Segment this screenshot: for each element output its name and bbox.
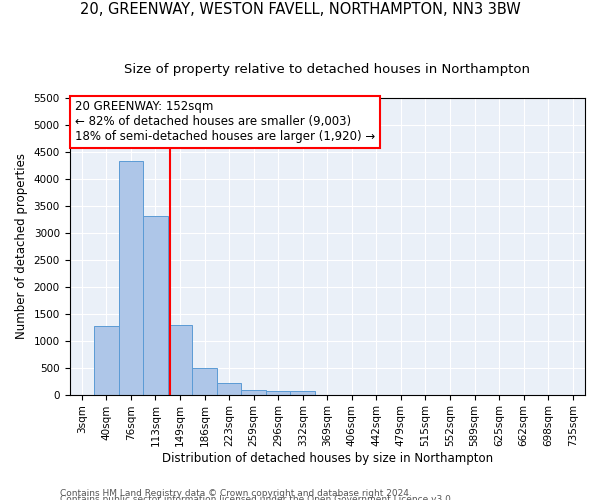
Bar — [119, 160, 143, 394]
Bar — [290, 392, 315, 394]
Title: Size of property relative to detached houses in Northampton: Size of property relative to detached ho… — [124, 62, 530, 76]
Y-axis label: Number of detached properties: Number of detached properties — [15, 153, 28, 339]
Bar — [217, 383, 241, 394]
Bar — [266, 391, 290, 394]
Bar — [143, 216, 168, 394]
Text: Contains HM Land Registry data © Crown copyright and database right 2024.: Contains HM Land Registry data © Crown c… — [60, 488, 412, 498]
Bar — [94, 326, 119, 394]
Bar — [168, 325, 192, 394]
Bar — [192, 368, 217, 394]
X-axis label: Distribution of detached houses by size in Northampton: Distribution of detached houses by size … — [162, 452, 493, 465]
Text: 20, GREENWAY, WESTON FAVELL, NORTHAMPTON, NN3 3BW: 20, GREENWAY, WESTON FAVELL, NORTHAMPTON… — [80, 2, 520, 18]
Text: Contains public sector information licensed under the Open Government Licence v3: Contains public sector information licen… — [60, 495, 454, 500]
Text: 20 GREENWAY: 152sqm
← 82% of detached houses are smaller (9,003)
18% of semi-det: 20 GREENWAY: 152sqm ← 82% of detached ho… — [74, 100, 375, 144]
Bar — [241, 390, 266, 394]
